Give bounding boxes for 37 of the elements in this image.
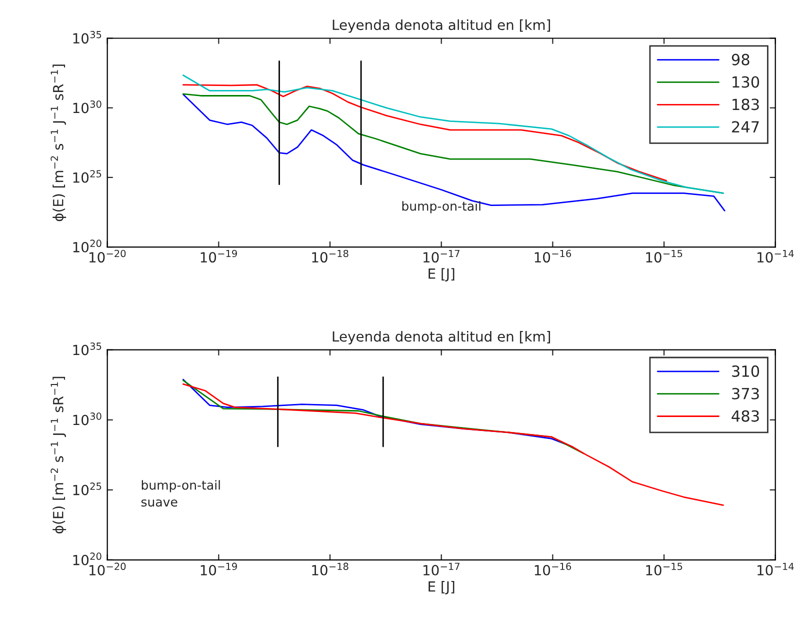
x-tick-label: 10$^{−16}$ bbox=[534, 562, 572, 576]
y-tick-label: 10$^{30}$ bbox=[73, 100, 102, 114]
legend-label: 130 bbox=[732, 76, 760, 88]
annotation: bump-on-tail bbox=[402, 201, 480, 214]
x-axis-title: E [J] bbox=[428, 580, 454, 594]
legend-label: 373 bbox=[732, 388, 759, 400]
y-tick-label: 10$^{20}$ bbox=[73, 552, 102, 566]
x-tick-label: 10$^{−16}$ bbox=[534, 250, 572, 263]
x-tick-label: 10$^{−19}$ bbox=[200, 562, 237, 576]
text: ϕ(E) [m$^{−2}$ s$^{−1}$ J$^{−1}$ sR$^{−1}$] bbox=[50, 376, 66, 534]
y-tick-label: 10$^{30}$ bbox=[73, 412, 102, 426]
x-tick-label: 10$^{−17}$ bbox=[424, 250, 460, 263]
chart-title: Leyenda denota altitud en [km] bbox=[332, 330, 550, 344]
x-tick-label: 10$^{−15}$ bbox=[646, 562, 682, 576]
legend-label: 183 bbox=[732, 98, 759, 110]
y-tick-label: 10$^{35}$ bbox=[73, 342, 102, 356]
text: ϕ(E) [m$^{−2}$ s$^{−1}$ J$^{−1}$ sR$^{−1}$] bbox=[50, 64, 66, 222]
legend-label: 483 bbox=[732, 410, 759, 422]
chart-title: Leyenda denota altitud en [km] bbox=[332, 19, 550, 33]
y-tick-label: 10$^{20}$ bbox=[73, 240, 102, 252]
x-tick-label: 10$^{−20}$ bbox=[89, 250, 126, 263]
x-axis-title: E [J] bbox=[428, 268, 454, 282]
y-tick-label: 10$^{35}$ bbox=[73, 30, 102, 44]
x-tick-label: 10$^{−18}$ bbox=[312, 250, 348, 263]
x-tick-label: 10$^{−18}$ bbox=[312, 562, 348, 576]
legend-label: 310 bbox=[732, 365, 760, 377]
x-tick-label: 10$^{−14}$ bbox=[758, 250, 794, 263]
x-tick-label: 10$^{−14}$ bbox=[758, 562, 794, 576]
annotation: bump-on-tail suave bbox=[141, 480, 220, 507]
x-tick-label: 10$^{−15}$ bbox=[646, 250, 682, 263]
y-tick-label: 10$^{25}$ bbox=[73, 482, 102, 496]
x-tick-label: 10$^{−19}$ bbox=[200, 250, 237, 263]
x-tick-label: 10$^{−17}$ bbox=[424, 562, 460, 576]
legend-label: 98 bbox=[732, 54, 750, 66]
x-tick-label: 10$^{−20}$ bbox=[89, 562, 126, 576]
legend-label: 247 bbox=[732, 121, 759, 132]
y-tick-label: 10$^{25}$ bbox=[73, 170, 102, 183]
